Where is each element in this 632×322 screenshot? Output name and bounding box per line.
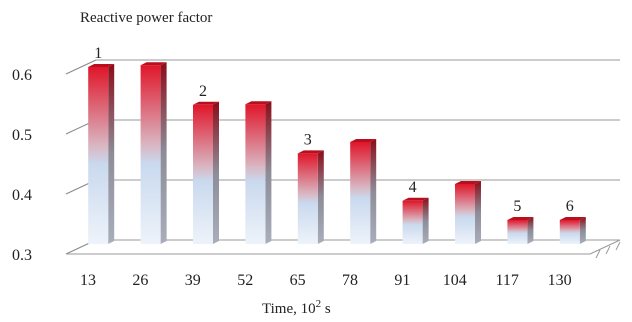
bar-label: 5 bbox=[513, 198, 521, 215]
bar-top bbox=[350, 139, 377, 142]
bar-top bbox=[455, 181, 481, 184]
x-tick-label: 65 bbox=[290, 272, 306, 289]
x-tick-label: 130 bbox=[548, 272, 572, 289]
bar-top bbox=[297, 150, 324, 154]
bar bbox=[402, 200, 423, 244]
bar-side bbox=[422, 197, 429, 244]
x-tick-label: 104 bbox=[443, 272, 467, 289]
x-tick-label: 117 bbox=[495, 272, 518, 289]
bar-label: 4 bbox=[409, 179, 417, 196]
bar bbox=[350, 142, 371, 244]
bar bbox=[140, 65, 161, 244]
bar bbox=[193, 104, 213, 244]
bar-side bbox=[213, 101, 219, 244]
bar-label: 1 bbox=[94, 45, 102, 62]
x-axis-label-unit: s bbox=[321, 301, 331, 317]
bar-top bbox=[193, 101, 219, 105]
y-tick-label: 0.4 bbox=[12, 187, 32, 204]
y-axis-ticks: 0.3 0.4 0.5 0.6 bbox=[12, 67, 32, 264]
x-tick-label: 52 bbox=[237, 272, 253, 289]
bar bbox=[88, 67, 109, 244]
x-tick-label: 91 bbox=[394, 272, 410, 289]
x-axis-label-text: Time, 10 bbox=[262, 301, 316, 317]
y-tick-label: 0.3 bbox=[12, 247, 32, 264]
bar bbox=[297, 153, 318, 244]
x-tick-label: 39 bbox=[185, 272, 201, 289]
bar-top bbox=[402, 197, 429, 201]
floor-side-edge bbox=[589, 239, 621, 255]
bar-series: 1 2 3 4 5 6 bbox=[88, 45, 586, 245]
chart-title: Reactive power factor bbox=[80, 10, 212, 26]
bar-side bbox=[475, 181, 481, 244]
x-axis-label: Time, 102 s bbox=[262, 298, 331, 317]
bar-side bbox=[265, 101, 272, 244]
y-tick-label: 0.6 bbox=[12, 67, 32, 84]
bar-side bbox=[317, 150, 324, 244]
bar-side bbox=[527, 217, 534, 244]
bar-side bbox=[579, 217, 586, 244]
bar-top bbox=[245, 101, 272, 105]
bar bbox=[559, 220, 580, 244]
bar-side bbox=[370, 139, 377, 244]
x-tick-label: 26 bbox=[132, 272, 148, 289]
floor-tick bbox=[605, 245, 611, 255]
bar-label: 2 bbox=[199, 83, 207, 100]
bar bbox=[455, 184, 475, 244]
bar bbox=[245, 104, 266, 244]
x-axis-ticks: 13 26 39 52 65 78 91 104 117 130 bbox=[80, 272, 572, 289]
bar-top bbox=[559, 217, 586, 220]
floor-tick bbox=[615, 241, 621, 251]
bar-top bbox=[507, 217, 534, 220]
bar-label: 3 bbox=[304, 131, 312, 148]
bar bbox=[507, 220, 528, 244]
x-tick-label: 13 bbox=[80, 272, 96, 289]
bar-label: 6 bbox=[566, 198, 574, 215]
floor-tick bbox=[595, 249, 601, 259]
x-axis-label-superscript: 2 bbox=[316, 298, 322, 310]
bar-side bbox=[160, 62, 167, 245]
bar-side bbox=[108, 64, 115, 244]
grid-diagonal bbox=[65, 59, 97, 75]
x-tick-label: 78 bbox=[342, 272, 358, 289]
y-tick-label: 0.5 bbox=[12, 127, 32, 144]
grid-lines bbox=[65, 59, 621, 259]
bar-top bbox=[140, 62, 167, 66]
bar-top bbox=[88, 64, 115, 67]
